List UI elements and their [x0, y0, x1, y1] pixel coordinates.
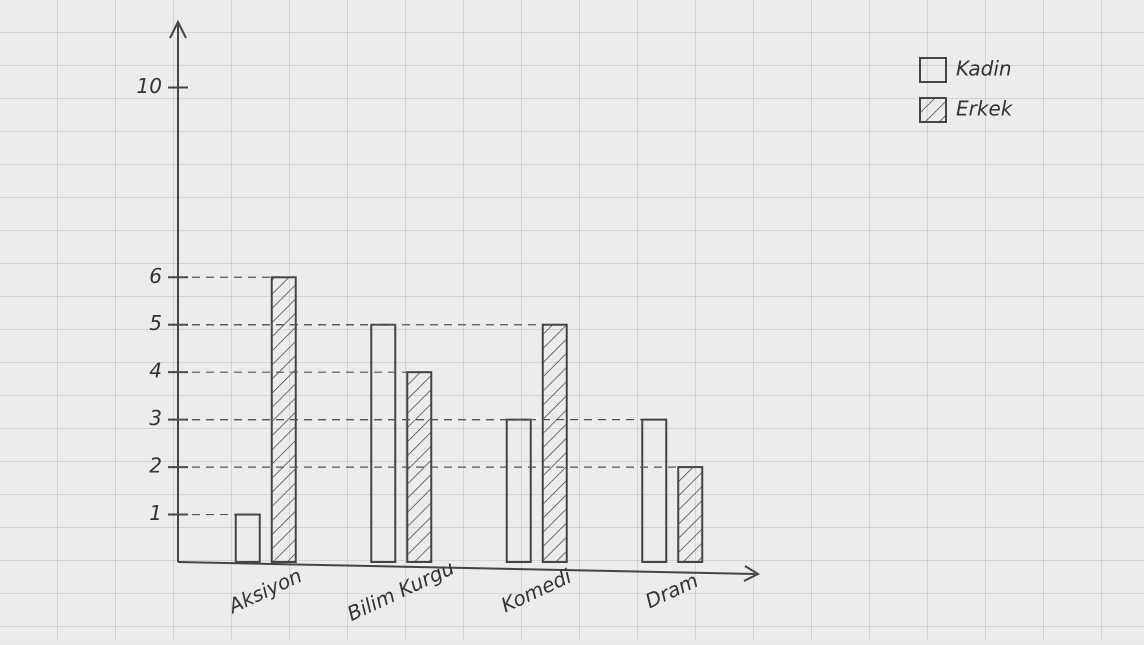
y-tick-label: 5: [149, 311, 162, 335]
x-axis: [177, 561, 756, 575]
y-tick-label: 10: [137, 74, 162, 98]
bar: [677, 466, 704, 563]
legend-swatch: [919, 97, 947, 123]
bar: [641, 418, 668, 563]
y-tick-label: 6: [149, 264, 162, 288]
legend-label: Kadin: [956, 57, 1012, 81]
legend-label: Erkek: [956, 97, 1014, 121]
bar: [234, 513, 261, 564]
y-tick-label: 3: [149, 406, 162, 430]
bar: [370, 323, 397, 563]
y-tick-label: 4: [149, 359, 162, 383]
y-tick-label: 2: [149, 454, 162, 478]
x-axis-arrow: [743, 565, 761, 582]
bar: [541, 323, 568, 563]
legend-swatch: [919, 57, 947, 83]
y-axis-arrow: [169, 19, 187, 39]
y-tick-label: 1: [149, 501, 162, 525]
